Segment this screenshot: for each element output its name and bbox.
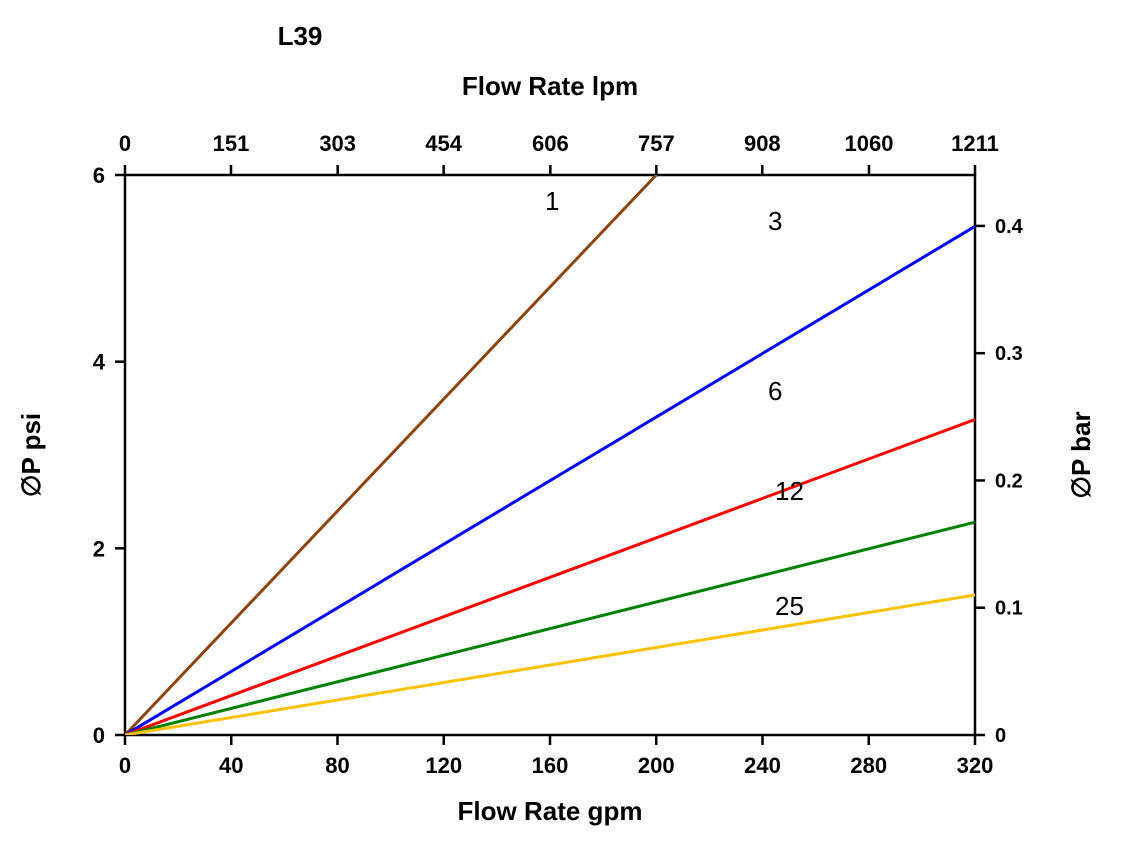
pressure-drop-chart: L39 Flow Rate lpm Flow Rate gpm ∅P psi ∅P ba… [0, 0, 1122, 864]
series-label-6: 6 [768, 376, 782, 406]
x-top-tick-label: 1060 [845, 131, 894, 156]
x-top-tick-label: 454 [425, 131, 462, 156]
y-left-tick-label: 6 [93, 163, 105, 188]
x-top-tick-label: 1211 [951, 131, 999, 156]
x-top-tick-label: 303 [319, 131, 356, 156]
x-bottom-tick-label: 160 [532, 753, 569, 778]
x-top-axis-label: Flow Rate lpm [462, 71, 638, 101]
y-right-tick-label: 0.1 [995, 598, 1023, 620]
y-right-tick-label: 0 [995, 725, 1006, 747]
y-right-tick-label: 0.2 [995, 470, 1023, 492]
y-right-axis-label: ∅P bar [1066, 411, 1096, 498]
x-bottom-tick-label: 320 [957, 753, 994, 778]
x-bottom-tick-label: 240 [744, 753, 781, 778]
y-right-tick-label: 0.3 [995, 343, 1023, 365]
x-top-tick-label: 151 [213, 131, 250, 156]
series-label-3: 3 [768, 206, 782, 236]
x-top-tick-label: 757 [638, 131, 675, 156]
x-bottom-tick-label: 120 [425, 753, 462, 778]
x-top-tick-label: 908 [744, 131, 781, 156]
x-top-tick-label: 606 [532, 131, 569, 156]
series-label-25: 25 [775, 591, 804, 621]
x-bottom-axis-label: Flow Rate gpm [458, 796, 643, 826]
series-label-12: 12 [775, 476, 804, 506]
y-left-tick-label: 4 [93, 350, 106, 375]
x-bottom-tick-label: 280 [850, 753, 887, 778]
y-left-tick-label: 0 [93, 723, 105, 748]
x-bottom-tick-label: 200 [638, 753, 675, 778]
y-left-tick-label: 2 [93, 536, 105, 561]
y-left-axis-label: ∅P psi [16, 413, 46, 497]
y-right-tick-label: 0.4 [995, 216, 1024, 238]
x-top-tick-label: 0 [119, 131, 131, 156]
x-bottom-tick-label: 40 [219, 753, 243, 778]
series-label-1: 1 [545, 186, 559, 216]
chart-container: L39 Flow Rate lpm Flow Rate gpm ∅P psi ∅P ba… [0, 0, 1122, 864]
chart-title: L39 [278, 21, 323, 51]
x-bottom-tick-label: 80 [325, 753, 349, 778]
x-bottom-tick-label: 0 [119, 753, 131, 778]
